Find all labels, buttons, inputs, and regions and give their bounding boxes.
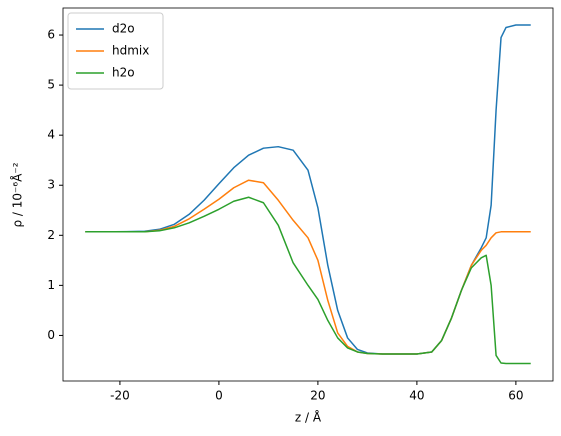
plot-frame <box>62 7 554 382</box>
y-tick-label: 0 <box>47 328 55 342</box>
x-tick-label: 60 <box>508 389 523 403</box>
y-tick-label: 2 <box>47 228 55 242</box>
legend-label: h2o <box>112 66 135 80</box>
legend-label: hdmix <box>112 44 149 58</box>
legend-label: d2o <box>112 22 135 36</box>
x-tick-label: 0 <box>215 389 223 403</box>
x-tick-label: -20 <box>110 389 130 403</box>
y-tick-label: 1 <box>47 278 55 292</box>
legend-box <box>67 12 164 90</box>
y-axis-label: ρ / 10⁻⁶Å⁻² <box>10 162 25 227</box>
line-series <box>85 196 531 365</box>
x-tick-label: 20 <box>310 389 325 403</box>
y-tick-label: 4 <box>47 128 55 142</box>
line-series <box>85 179 531 355</box>
x-axis-label: z / Å <box>295 410 322 425</box>
y-tick-label: 5 <box>47 78 55 92</box>
y-tick-label: 3 <box>47 178 55 192</box>
x-tick-label: 40 <box>409 389 424 403</box>
y-tick-label: 6 <box>47 28 55 42</box>
line-series <box>85 24 531 355</box>
